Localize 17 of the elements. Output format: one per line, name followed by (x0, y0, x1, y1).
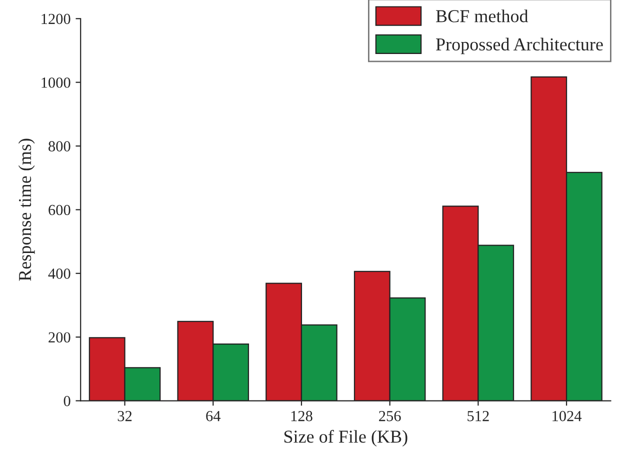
x-tick-label: 128 (291, 410, 312, 422)
y-tick-label: 0 (64, 396, 70, 406)
x-tick-label: 512 (468, 410, 489, 422)
y-tick-label: 600 (48, 204, 70, 216)
legend-label: Propossed Architecture (436, 38, 603, 54)
x-tick-label: 1024 (552, 410, 582, 422)
x-axis-title: Size of File (KB) (284, 430, 408, 446)
y-tick-label: 200 (48, 332, 70, 343)
x-tick-label: 64 (206, 410, 221, 422)
x-tick-label: 256 (379, 410, 401, 422)
y-tick-label: 1000 (42, 77, 70, 88)
y-tick-label: 800 (48, 141, 70, 152)
x-tick-label: 32 (118, 410, 132, 422)
legend-label: BCF method (436, 10, 528, 22)
y-tick-label: 400 (48, 268, 70, 279)
y-tick-label: 1200 (42, 14, 70, 24)
y-axis-title: Response time (ms) (18, 138, 35, 281)
